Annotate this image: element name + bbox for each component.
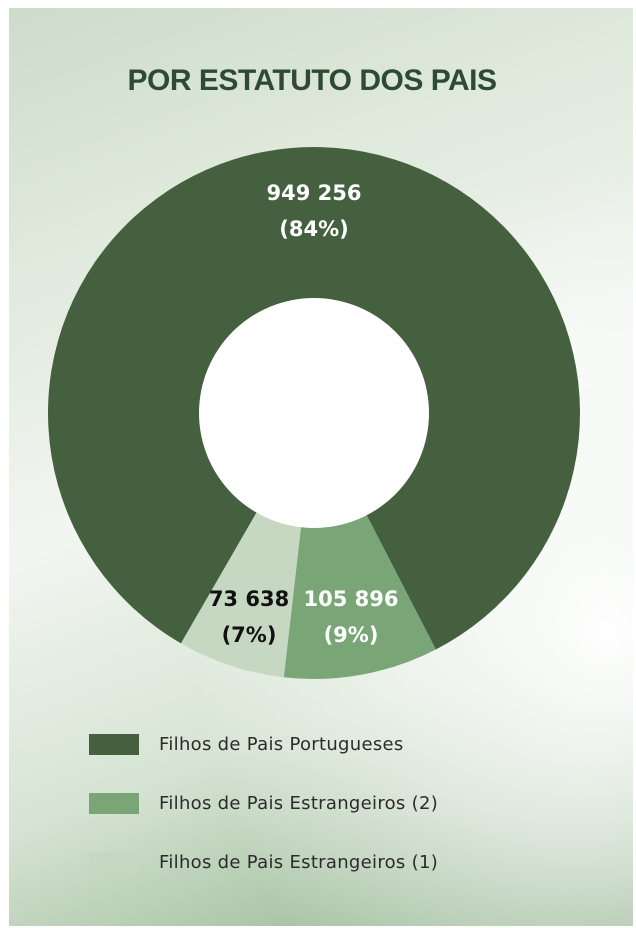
legend-label-pais-estrangeiros-2: Filhos de Pais Estrangeiros (2) [159, 792, 439, 814]
legend-swatch-pais-estrangeiros-2 [89, 792, 139, 814]
legend-item-pais-portugueses: Filhos de Pais Portugueses [89, 730, 438, 758]
slice-value-label-1: 105 896 [304, 587, 399, 611]
slice-value-label-0: 949 256 [267, 181, 362, 205]
legend-item-pais-estrangeiros-1: Filhos de Pais Estrangeiros (1) [89, 848, 438, 876]
legend-swatch-pais-estrangeiros-1 [89, 851, 139, 873]
slice-percent-label-2: (7%) [222, 623, 277, 647]
slice-percent-label-0: (84%) [279, 217, 348, 241]
donut-chart: 949 256 (84%) 105 896 (9%) 73 638 (7%) [48, 146, 581, 679]
donut-hole [199, 298, 429, 528]
legend-swatch-pais-portugueses [89, 733, 139, 755]
legend-item-pais-estrangeiros-2: Filhos de Pais Estrangeiros (2) [89, 789, 438, 817]
slice-percent-label-1: (9%) [324, 623, 379, 647]
legend-label-pais-portugueses: Filhos de Pais Portugueses [159, 733, 404, 755]
legend-label-pais-estrangeiros-1: Filhos de Pais Estrangeiros (1) [159, 851, 439, 873]
slice-labels: 949 256 (84%) 105 896 (9%) 73 638 (7%) [209, 181, 399, 647]
legend: Filhos de Pais Portugueses Filhos de Pai… [89, 730, 438, 907]
infographic-panel: POR ESTATUTO DOS PAIS 949 256 (84%) 105 89… [9, 8, 633, 926]
slice-value-label-2: 73 638 [209, 587, 289, 611]
chart-title: POR ESTATUTO DOS PAIS [127, 64, 497, 97]
